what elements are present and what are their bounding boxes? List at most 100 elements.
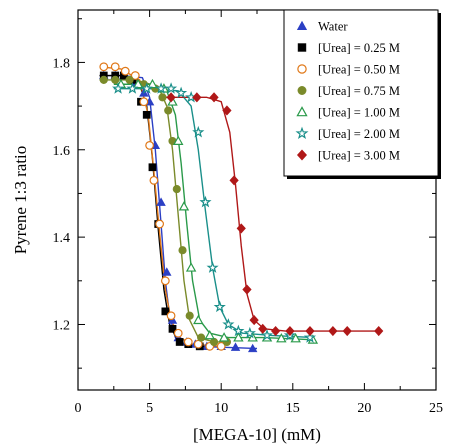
series-7-point xyxy=(305,325,315,337)
legend-label-4: [Urea] = 0.75 M xyxy=(318,84,400,98)
axis-ticks: 0 5 10 15 20 25 1.2 1.4 1.6 1.8 xyxy=(53,10,443,416)
series-6-point xyxy=(303,331,317,343)
x-axis-title: [MEGA-10] (mM) xyxy=(193,425,321,444)
series-6-point xyxy=(165,82,178,94)
series-4-point xyxy=(111,75,120,84)
series-3-point xyxy=(130,71,140,80)
series-3-point xyxy=(166,311,176,321)
series-3-point xyxy=(160,276,170,286)
series-5-point xyxy=(276,333,287,343)
series-7-point xyxy=(258,323,268,334)
y-tick-label: 1.2 xyxy=(53,318,71,333)
legend-marker-2 xyxy=(297,43,307,52)
series-3-point xyxy=(183,337,193,347)
series-1-point xyxy=(156,197,166,206)
legend-marker-5 xyxy=(296,106,308,117)
series-2-point xyxy=(175,338,184,346)
legend-label-7: [Urea] = 3.00 M xyxy=(318,149,400,163)
y-axis-title: Pyrene 1:3 ratio xyxy=(11,146,30,255)
x-tick-label: 25 xyxy=(429,401,443,416)
series-3-point xyxy=(139,97,149,107)
series-2-point xyxy=(161,307,170,316)
series-1-point xyxy=(162,267,172,276)
series-5-point xyxy=(233,332,244,342)
series-7-point xyxy=(236,223,246,234)
series-4-point xyxy=(185,311,194,320)
series-7-point xyxy=(192,92,202,103)
series-4-point xyxy=(99,75,108,84)
x-tick-label: 15 xyxy=(286,401,300,416)
legend: Water [Urea] = 0.25 M [Urea] = 0.50 M [Urea… xyxy=(283,9,441,179)
series-5-point xyxy=(147,78,158,89)
series-5-point xyxy=(178,201,190,211)
series-7-point xyxy=(209,92,219,103)
y-tick-label: 1.6 xyxy=(53,144,71,159)
legend-marker-3 xyxy=(297,64,307,74)
series-5-point xyxy=(218,332,230,342)
legend-marker-1 xyxy=(296,20,308,30)
series-4-point xyxy=(172,185,181,194)
series-6-point xyxy=(175,86,188,99)
legend-marker-4 xyxy=(297,86,307,95)
series-7-point xyxy=(249,315,259,326)
series-5-point xyxy=(290,333,301,343)
legend-box xyxy=(283,9,439,177)
series-7-point xyxy=(328,325,338,337)
series-7-point xyxy=(374,325,384,337)
series-3-point xyxy=(173,328,183,338)
series-3-point xyxy=(216,341,226,351)
series-6-point xyxy=(222,318,235,330)
legend-marker-6 xyxy=(295,126,309,140)
series-2-point xyxy=(142,110,151,119)
series-3-point xyxy=(145,141,154,150)
series-6-point xyxy=(243,326,256,339)
series-2-point xyxy=(168,324,177,333)
series-5-point xyxy=(193,314,204,325)
series-2-point xyxy=(148,163,157,172)
series-5-point xyxy=(185,262,197,272)
series-7-point xyxy=(166,92,176,103)
series-3-point xyxy=(120,66,130,76)
series-5-point xyxy=(132,78,144,89)
series-6-point xyxy=(112,82,125,94)
legend-label-6: [Urea] = 2.00 M xyxy=(318,127,400,141)
series-4-point xyxy=(164,106,173,115)
series-3-point xyxy=(110,62,120,72)
series-3-point xyxy=(149,175,159,185)
series-7-point xyxy=(285,325,295,337)
series-6-point xyxy=(232,324,245,337)
legend-marker-7 xyxy=(296,149,308,161)
series-4-point xyxy=(125,75,134,84)
series-6-point xyxy=(206,261,219,273)
series-6-point xyxy=(140,82,153,94)
legend-label-3: [Urea] = 0.50 M xyxy=(318,63,400,77)
series-7-point xyxy=(242,284,252,295)
x-tick-label: 10 xyxy=(214,401,228,416)
series-4-point xyxy=(178,246,187,255)
series-7-point xyxy=(342,325,352,337)
series-3-point xyxy=(155,219,165,229)
series-4-point xyxy=(197,333,206,342)
series-7-point xyxy=(229,175,239,186)
legend-label-2: [Urea] = 0.25 M xyxy=(318,41,400,55)
x-tick-label: 20 xyxy=(357,401,371,416)
y-tick-label: 1.4 xyxy=(53,231,71,246)
series-1-point xyxy=(230,342,241,351)
series-6-point xyxy=(199,195,212,208)
data-markers xyxy=(99,62,384,353)
series-3-point xyxy=(99,62,109,72)
x-tick-label: 0 xyxy=(75,401,82,416)
series-6-point xyxy=(154,82,168,94)
series-5-point xyxy=(173,135,184,145)
x-tick-label: 5 xyxy=(146,401,153,416)
y-tick-label: 1.8 xyxy=(53,56,71,71)
series-6-point xyxy=(126,82,139,94)
series-5-point xyxy=(204,329,215,340)
legend-label-1: Water xyxy=(318,20,348,34)
series-6-point xyxy=(260,329,274,341)
series-1-point xyxy=(247,343,258,353)
series-4-point xyxy=(158,93,167,102)
series-6-point xyxy=(213,300,226,313)
legend-label-5: [Urea] = 1.00 M xyxy=(318,106,400,120)
